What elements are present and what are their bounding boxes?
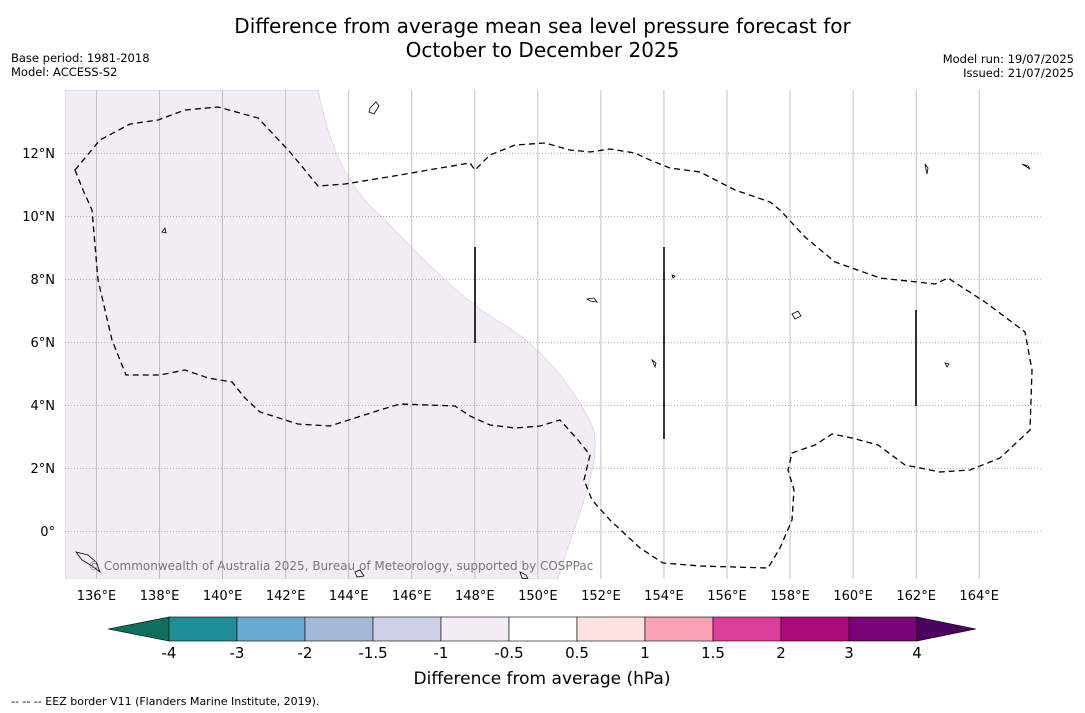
lat-label: 4°N [31, 399, 56, 414]
lon-label: 158°E [770, 589, 810, 604]
footnote: -- -- -- EEZ border V11 (Flanders Marine… [11, 695, 320, 708]
lon-label: 160°E [833, 589, 873, 604]
islands [75, 101, 1031, 579]
lon-label: 144°E [329, 589, 369, 604]
colorbar-tick: 3 [844, 644, 854, 662]
lon-label: 156°E [707, 589, 747, 604]
model-run: Model run: 19/07/2025 [942, 52, 1074, 66]
colorbar-over-arrow [916, 616, 977, 642]
base-period: Base period: 1981-2018 [11, 51, 150, 65]
colorbar-label: Difference from average (hPa) [414, 669, 671, 689]
lat-label: 6°N [31, 336, 56, 351]
title-line-2: October to December 2025 [405, 38, 680, 62]
colorbar-tick: -0.5 [494, 644, 523, 662]
colorbar-tick: 1 [640, 644, 650, 662]
colorbar-swatch [508, 616, 578, 642]
eez-border-west [74, 106, 1033, 569]
lon-label: 150°E [518, 589, 558, 604]
lat-label: 12°N [22, 147, 55, 162]
colorbar-tick: -1.5 [358, 644, 387, 662]
lon-label: 136°E [77, 589, 117, 604]
colorbar-tick: 4 [912, 644, 922, 662]
lon-label: 138°E [140, 589, 180, 604]
lat-label: 10°N [22, 210, 55, 225]
chart-title: Difference from average mean sea level p… [0, 14, 1085, 62]
colorbar-swatch [372, 616, 442, 642]
lon-label: 140°E [203, 589, 243, 604]
colorbar-swatch [644, 616, 714, 642]
colorbar-under-arrow [107, 616, 170, 642]
colorbar-swatch [440, 616, 510, 642]
shaded-region [65, 90, 596, 579]
colorbar-swatch [780, 616, 850, 642]
lon-label: 154°E [644, 589, 684, 604]
colorbar-swatch [168, 616, 238, 642]
colorbar-swatch [304, 616, 374, 642]
lat-label: 8°N [31, 273, 56, 288]
colorbar-swatch [712, 616, 782, 642]
latitude-labels: 12°N 10°N 8°N 6°N 4°N 2°N 0° [22, 147, 55, 540]
colorbar-swatch [848, 616, 918, 642]
lat-label: 2°N [31, 462, 56, 477]
model-name: Model: ACCESS-S2 [11, 65, 118, 79]
lon-label: 142°E [266, 589, 306, 604]
lon-label: 164°E [959, 589, 999, 604]
colorbar-tick: -1 [434, 644, 449, 662]
lon-label: 152°E [581, 589, 621, 604]
meta-right: Model run: 19/07/2025 Issued: 21/07/2025 [943, 52, 1074, 80]
lon-label: 162°E [896, 589, 936, 604]
colorbar-tick: 0.5 [565, 644, 589, 662]
colorbar-tick: -3 [230, 644, 245, 662]
lon-label: 148°E [455, 589, 495, 604]
lat-label: 0° [40, 525, 55, 540]
issued-date: Issued: 21/07/2025 [963, 66, 1074, 80]
colorbar-swatch [236, 616, 306, 642]
lon-label: 146°E [392, 589, 432, 604]
colorbar-swatch [576, 616, 646, 642]
colorbar-tick-labels: -4 -3 -2 -1.5 -1 -0.5 0.5 1 1.5 2 3 4 [162, 644, 922, 662]
copyright-text: © Commonwealth of Australia 2025, Bureau… [88, 559, 593, 573]
colorbar-tick: 2 [776, 644, 786, 662]
latitude-gridlines [65, 153, 1043, 532]
title-line-1: Difference from average mean sea level p… [234, 14, 851, 38]
longitude-labels: 136°E 138°E 140°E 142°E 144°E 146°E 148°E 150°E… [77, 589, 999, 604]
map-panel [65, 90, 1043, 579]
colorbar [107, 616, 977, 642]
colorbar-tick: 1.5 [701, 644, 725, 662]
colorbar-tick: -4 [162, 644, 177, 662]
colorbar-tick: -2 [298, 644, 313, 662]
meta-left: Base period: 1981-2018 Model: ACCESS-S2 [11, 51, 150, 79]
